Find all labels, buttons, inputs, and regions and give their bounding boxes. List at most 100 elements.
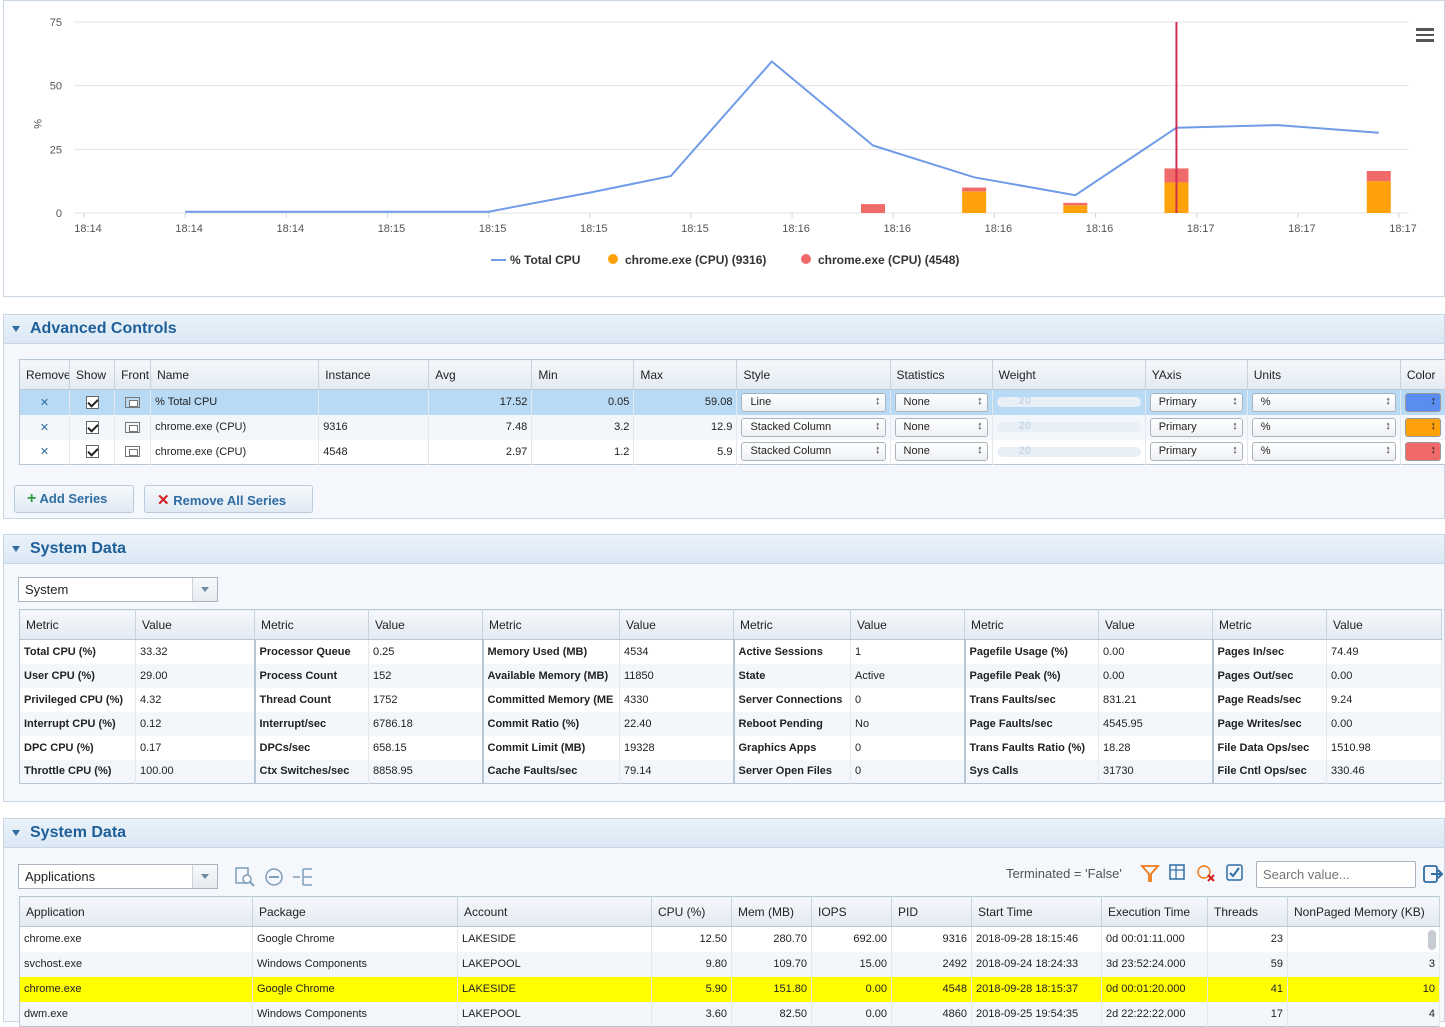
column-header[interactable]: YAxis — [1145, 360, 1247, 390]
bar-chrome-4548[interactable] — [1063, 203, 1087, 206]
clear-filter-icon[interactable] — [1196, 863, 1216, 883]
units-select[interactable]: % — [1252, 442, 1396, 461]
color-picker[interactable] — [1405, 418, 1441, 437]
statistics-select[interactable]: None — [895, 418, 988, 437]
show-checkbox[interactable] — [86, 421, 99, 434]
show-checkbox[interactable] — [86, 445, 99, 458]
apply-checkbox-icon[interactable] — [1225, 863, 1245, 883]
column-header[interactable]: Value — [1327, 610, 1442, 640]
column-header[interactable]: Execution Time — [1102, 897, 1208, 927]
column-header[interactable]: Min — [532, 360, 634, 390]
bring-to-front-icon[interactable] — [125, 446, 140, 457]
column-header[interactable]: Mem (MB) — [732, 897, 812, 927]
column-header[interactable]: Threads — [1208, 897, 1288, 927]
remove-series-icon[interactable]: ✕ — [20, 440, 70, 465]
column-header[interactable]: Front — [115, 360, 151, 390]
chart-menu-icon[interactable] — [1414, 25, 1436, 43]
bar-chrome-4548[interactable] — [861, 204, 885, 213]
column-header[interactable]: Metric — [255, 610, 369, 640]
column-header[interactable]: Package — [253, 897, 458, 927]
collapse-all-icon[interactable] — [263, 866, 285, 888]
column-header[interactable]: Value — [620, 610, 734, 640]
remove-all-series-button[interactable]: ✕ Remove All Series — [144, 485, 313, 513]
column-chooser-icon[interactable] — [1168, 863, 1188, 883]
legend-label[interactable]: chrome.exe (CPU) (4548) — [818, 253, 959, 267]
weight-slider[interactable]: 20 — [997, 447, 1141, 457]
filter-funnel-icon[interactable] — [1140, 863, 1160, 883]
units-select[interactable]: % — [1252, 393, 1396, 412]
advanced-controls-header[interactable]: Advanced Controls — [3, 314, 1445, 344]
column-header[interactable]: Avg — [429, 360, 532, 390]
column-header[interactable]: Remove — [20, 360, 70, 390]
column-header[interactable]: Value — [136, 610, 255, 640]
style-select[interactable]: Line — [741, 393, 885, 412]
column-header[interactable]: Metric — [483, 610, 620, 640]
column-header[interactable]: IOPS — [812, 897, 892, 927]
units-select[interactable]: % — [1252, 418, 1396, 437]
bar-chrome-9316[interactable] — [1063, 205, 1087, 213]
style-select[interactable]: Stacked Column — [741, 418, 885, 437]
line-total-cpu[interactable] — [185, 62, 1379, 212]
column-header[interactable]: Weight — [992, 360, 1145, 390]
column-header[interactable]: Metric — [1213, 610, 1327, 640]
column-header[interactable]: Application — [20, 897, 253, 927]
column-header[interactable]: Style — [737, 360, 890, 390]
column-header[interactable]: Metric — [734, 610, 851, 640]
column-header[interactable]: Name — [151, 360, 319, 390]
show-checkbox[interactable] — [86, 396, 99, 409]
column-header[interactable]: CPU (%) — [652, 897, 732, 927]
bar-chrome-9316[interactable] — [1367, 181, 1391, 213]
column-header[interactable]: Show — [70, 360, 115, 390]
weight-slider[interactable]: 20 — [997, 422, 1141, 432]
column-header[interactable]: Start Time — [972, 897, 1102, 927]
bar-chrome-4548[interactable] — [1367, 171, 1391, 181]
yaxis-select[interactable]: Primary — [1150, 418, 1243, 437]
statistics-select[interactable]: None — [895, 442, 988, 461]
series-row[interactable]: ✕% Total CPU17.520.0559.08LineNone20Prim… — [20, 390, 1445, 415]
color-picker[interactable] — [1405, 393, 1441, 412]
yaxis-select[interactable]: Primary — [1150, 442, 1243, 461]
find-icon[interactable] — [234, 866, 256, 888]
bring-to-front-icon[interactable] — [125, 397, 140, 408]
statistics-select[interactable]: None — [895, 393, 988, 412]
legend-label[interactable]: chrome.exe (CPU) (9316) — [625, 253, 766, 267]
applications-select[interactable]: Applications — [18, 864, 218, 889]
system-category-select[interactable]: System — [18, 577, 218, 602]
tree-view-icon[interactable] — [291, 866, 315, 888]
yaxis-select[interactable]: Primary — [1150, 393, 1243, 412]
bar-chrome-9316[interactable] — [962, 191, 986, 213]
column-header[interactable]: Metric — [20, 610, 136, 640]
bar-chrome-4548[interactable] — [962, 188, 986, 192]
column-header[interactable]: Metric — [965, 610, 1099, 640]
add-series-button[interactable]: + Add Series — [14, 485, 134, 513]
weight-slider[interactable]: 20 — [997, 397, 1141, 407]
style-select[interactable]: Stacked Column — [741, 442, 885, 461]
column-header[interactable]: Instance — [319, 360, 429, 390]
column-header[interactable]: Account — [458, 897, 652, 927]
remove-series-icon[interactable]: ✕ — [20, 390, 70, 415]
column-header[interactable]: Value — [369, 610, 483, 640]
column-header[interactable]: Statistics — [890, 360, 992, 390]
export-icon[interactable] — [1422, 863, 1444, 885]
column-header[interactable]: Max — [634, 360, 737, 390]
column-header[interactable]: Color — [1400, 360, 1445, 390]
dropdown-arrow-icon[interactable] — [192, 578, 217, 601]
remove-series-icon[interactable]: ✕ — [20, 415, 70, 440]
system-data-apps-header[interactable]: System Data — [3, 818, 1445, 848]
search-input[interactable] — [1256, 861, 1416, 888]
column-header[interactable]: Value — [851, 610, 965, 640]
color-picker[interactable] — [1405, 442, 1441, 461]
bring-to-front-icon[interactable] — [125, 422, 140, 433]
system-data-header[interactable]: System Data — [3, 534, 1445, 564]
column-header[interactable]: PID — [892, 897, 972, 927]
dropdown-arrow-icon[interactable] — [192, 865, 217, 888]
column-header[interactable]: NonPaged Memory (KB) — [1288, 897, 1440, 927]
legend-label[interactable]: % Total CPU — [510, 253, 580, 267]
column-header[interactable]: Units — [1247, 360, 1400, 390]
